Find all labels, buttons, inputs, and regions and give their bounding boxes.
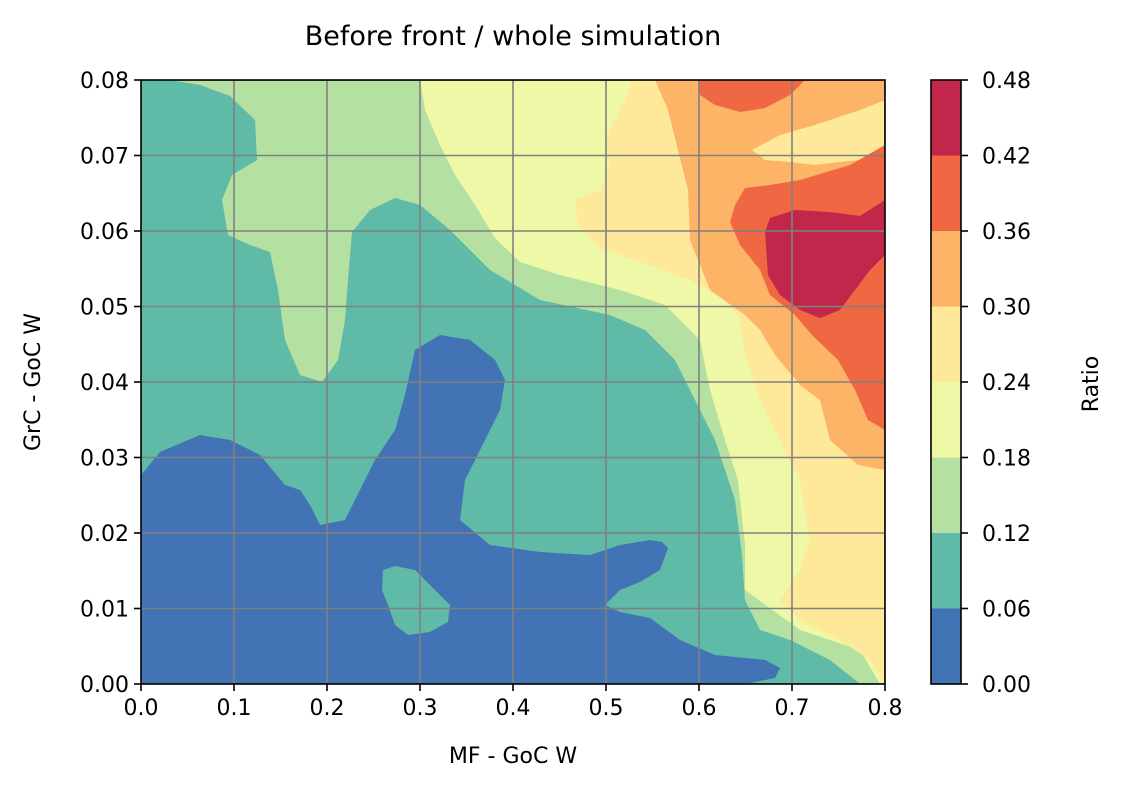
colorbar-tick-label: 0.18 [982, 447, 1031, 472]
colorbar-tick-label: 0.48 [982, 69, 1031, 94]
y-tick-label: 0.04 [80, 371, 129, 396]
y-axis-label: GrC - GoC W [21, 313, 46, 451]
contour-band-0.24-0.30-patch [855, 538, 885, 600]
colorbar-segment [931, 382, 961, 458]
contour-band-0.00-0.06 [141, 335, 780, 684]
x-tick-label: 0.4 [496, 696, 531, 721]
x-axis-ticks: 0.0 0.1 0.2 0.3 0.4 0.5 0.6 0.7 0.8 [124, 684, 903, 721]
contour-island-0.06-0.12 [382, 566, 450, 635]
colorbar-tick-label: 0.42 [982, 145, 1031, 170]
y-tick-label: 0.07 [80, 145, 129, 170]
grid-lines [141, 80, 885, 684]
contour-band-0.42-0.48 [765, 200, 885, 318]
y-tick-label: 0.05 [80, 296, 129, 321]
contour-band-0.30-0.36-patch [752, 100, 885, 165]
colorbar [931, 80, 961, 684]
colorbar-tick-label: 0.36 [982, 220, 1031, 245]
colorbar-segment [931, 608, 961, 684]
y-tick-label: 0.08 [80, 69, 129, 94]
colorbar-tick-label: 0.24 [982, 371, 1031, 396]
x-tick-label: 0.0 [124, 696, 159, 721]
x-tick-label: 0.3 [403, 696, 438, 721]
colorbar-segment [931, 231, 961, 307]
colorbar-tick-label: 0.12 [982, 522, 1031, 547]
y-axis-ticks: 0.00 0.01 0.02 0.03 0.04 0.05 0.06 0.07 0.08 [80, 69, 141, 698]
x-tick-label: 0.6 [682, 696, 717, 721]
x-tick-label: 0.2 [310, 696, 345, 721]
colorbar-segment [931, 155, 961, 231]
colorbar-label: Ratio [1079, 356, 1104, 412]
y-tick-label: 0.02 [80, 522, 129, 547]
y-tick-label: 0.00 [80, 673, 129, 698]
colorbar-segment [931, 457, 961, 533]
x-tick-label: 0.5 [589, 696, 624, 721]
colorbar-segment [931, 80, 961, 156]
y-tick-label: 0.03 [80, 447, 129, 472]
colorbar-ticks: 0.00 0.06 0.12 0.18 0.24 0.30 0.36 0.42 0.48 [961, 69, 1031, 698]
colorbar-tick-label: 0.30 [982, 296, 1031, 321]
y-tick-label: 0.01 [80, 598, 129, 623]
x-tick-label: 0.7 [775, 696, 810, 721]
chart-title: Before front / whole simulation [305, 21, 722, 52]
colorbar-segment [931, 533, 961, 609]
colorbar-tick-label: 0.00 [982, 673, 1031, 698]
x-tick-label: 0.8 [868, 696, 903, 721]
colorbar-tick-label: 0.06 [982, 598, 1031, 623]
x-tick-label: 0.1 [217, 696, 252, 721]
x-axis-label: MF - GoC W [449, 744, 577, 769]
colorbar-segment [931, 306, 961, 382]
y-tick-label: 0.06 [80, 220, 129, 245]
contour-band-0.36-0.42-top [698, 80, 805, 112]
